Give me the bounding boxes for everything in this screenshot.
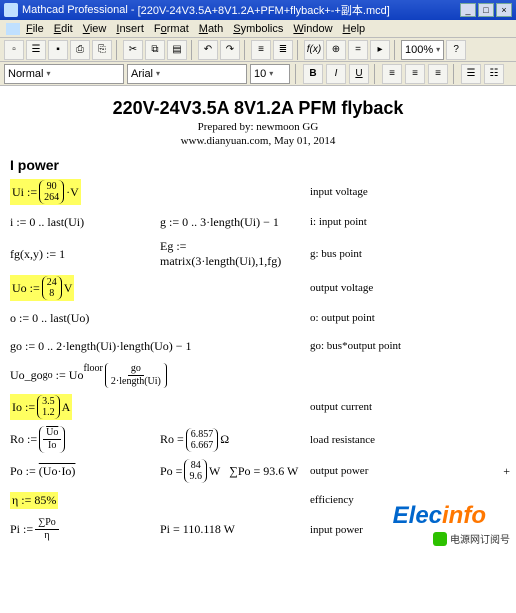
document-area[interactable]: 220V-24V3.5A 8V1.2A PFM flyback Prepared…	[0, 86, 516, 550]
unit-button[interactable]: ⊕	[326, 40, 346, 60]
menu-format[interactable]: Format	[154, 23, 189, 35]
i-def: i := 0 .. last(Ui)	[10, 215, 160, 230]
align-button[interactable]: ≡	[251, 40, 271, 60]
menu-insert[interactable]: Insert	[116, 23, 144, 35]
po-val: Po =849.6W ∑Po = 93.6 W	[160, 459, 310, 483]
row-o: o := 0 .. last(Uo) o: output point	[10, 307, 506, 329]
i-note: i: input point	[310, 216, 506, 228]
section-heading: I power	[10, 157, 506, 173]
align-right-button[interactable]: ≡	[428, 64, 448, 84]
pi-def: Pi :=∑Poη	[10, 517, 160, 542]
eta-def: η := 85%	[10, 492, 58, 509]
row-uo: Uo :=248V output voltage	[10, 275, 506, 301]
ro-note: load resistance	[310, 434, 506, 446]
app-name: Mathcad Professional	[22, 4, 128, 16]
titlebar: Mathcad Professional - [220V-24V3.5A+8V1…	[0, 0, 516, 20]
eg-def: Eg := matrix(3·length(Ui),1,fg)	[160, 239, 310, 269]
watermark: Elecinfo	[393, 502, 486, 530]
print-button[interactable]: ⎙	[70, 40, 90, 60]
fg-def: fg(x,y) := 1	[10, 247, 160, 262]
doc-author: Prepared by: newmoon GG	[10, 121, 506, 133]
pi-val: Pi = 110.118 W	[160, 522, 310, 537]
row-ig: i := 0 .. last(Ui) g := 0 .. 3·length(Ui…	[10, 211, 506, 233]
menubar: FFileile Edit View Insert Format Math Sy…	[0, 20, 516, 38]
minimize-button[interactable]: _	[460, 3, 476, 17]
uo-note: output voltage	[310, 282, 506, 294]
italic-button[interactable]: I	[326, 64, 346, 84]
save-button[interactable]: ▪	[48, 40, 68, 60]
app-icon	[4, 3, 18, 17]
undo-button[interactable]: ↶	[198, 40, 218, 60]
row-po: Po := (Uo·Io) Po =849.6W ∑Po = 93.6 W ou…	[10, 459, 506, 483]
open-button[interactable]: ☰	[26, 40, 46, 60]
row-uogo: Uo_gogo := Uo floorgo2·length(Ui)	[10, 363, 506, 388]
maximize-button[interactable]: □	[478, 3, 494, 17]
size-select[interactable]: 10	[250, 64, 290, 84]
row-io: Io :=3.51.2A output current	[10, 394, 506, 420]
o-def: o := 0 .. last(Uo)	[10, 311, 160, 326]
align-left-button[interactable]: ≡	[382, 64, 402, 84]
toolbar-main: ▫ ☰ ▪ ⎙ ⎘ ✂ ⧉ ▤ ↶ ↷ ≡ ≣ f(x) ⊕ = ▸ 100% …	[0, 38, 516, 62]
numbers-button[interactable]: ☷	[484, 64, 504, 84]
doc-title: 220V-24V3.5A 8V1.2A PFM flyback	[10, 98, 506, 119]
help-button[interactable]: ?	[446, 40, 466, 60]
style-select[interactable]: Normal	[4, 64, 124, 84]
paste-button[interactable]: ▤	[167, 40, 187, 60]
row-ro: Ro :=UoIo Ro =6.8576.667Ω load resistanc…	[10, 426, 506, 453]
ro-def: Ro :=UoIo	[10, 426, 160, 453]
doc-name: [220V-24V3.5A+8V1.2A+PFM+flyback+-+副本.mc…	[138, 2, 390, 18]
menu-help[interactable]: Help	[343, 23, 366, 35]
bold-button[interactable]: B	[303, 64, 323, 84]
po-note: output power	[310, 465, 506, 477]
g-def: g := 0 .. 3·length(Ui) − 1	[160, 215, 310, 230]
new-button[interactable]: ▫	[4, 40, 24, 60]
menu-window[interactable]: Window	[293, 23, 332, 35]
cut-button[interactable]: ✂	[123, 40, 143, 60]
doc-icon	[6, 23, 20, 35]
go-def: go := 0 .. 2·length(Ui)·length(Uo) − 1	[10, 339, 310, 354]
menu-edit[interactable]: Edit	[54, 23, 73, 35]
redo-button[interactable]: ↷	[220, 40, 240, 60]
fx-button[interactable]: f(x)	[304, 40, 324, 60]
io-def: Io :=3.51.2A	[10, 394, 72, 420]
po-def: Po := (Uo·Io)	[10, 464, 160, 479]
underline-button[interactable]: U	[349, 64, 369, 84]
o-note: o: output point	[310, 312, 506, 324]
eval-button[interactable]: ▸	[370, 40, 390, 60]
wechat-icon	[433, 532, 447, 546]
zoom-select[interactable]: 100%	[401, 40, 444, 60]
row-fg: fg(x,y) := 1 Eg := matrix(3·length(Ui),1…	[10, 239, 506, 269]
doc-site: www.dianyuan.com, May 01, 2014	[10, 135, 506, 147]
ro-val: Ro =6.8576.667Ω	[160, 428, 310, 452]
io-note: output current	[310, 401, 506, 413]
align2-button[interactable]: ≣	[273, 40, 293, 60]
row-ui: Ui :=90264·V input voltage	[10, 179, 506, 205]
uogo-def: Uo_gogo := Uo floorgo2·length(Ui)	[10, 363, 310, 388]
menu-math[interactable]: Math	[199, 23, 223, 35]
menu-view[interactable]: View	[83, 23, 107, 35]
menu-symbolics[interactable]: Symbolics	[233, 23, 283, 35]
align-center-button[interactable]: ≡	[405, 64, 425, 84]
wechat-tag: 电源网订阅号	[433, 531, 510, 546]
copy-button[interactable]: ⧉	[145, 40, 165, 60]
toolbar-format: Normal Arial 10 B I U ≡ ≡ ≡ ☰ ☷	[0, 62, 516, 86]
font-select[interactable]: Arial	[127, 64, 247, 84]
calc-button[interactable]: =	[348, 40, 368, 60]
menu-file[interactable]: FFileile	[26, 23, 44, 35]
uo-def: Uo :=248V	[10, 275, 74, 301]
row-go: go := 0 .. 2·length(Ui)·length(Uo) − 1 g…	[10, 335, 506, 357]
go-note: go: bus*output point	[310, 340, 506, 352]
bullets-button[interactable]: ☰	[461, 64, 481, 84]
preview-button[interactable]: ⎘	[92, 40, 112, 60]
close-button[interactable]: ×	[496, 3, 512, 17]
ui-note: input voltage	[310, 186, 506, 198]
g-note: g: bus point	[310, 248, 506, 260]
ui-def: Ui :=90264·V	[10, 179, 81, 205]
